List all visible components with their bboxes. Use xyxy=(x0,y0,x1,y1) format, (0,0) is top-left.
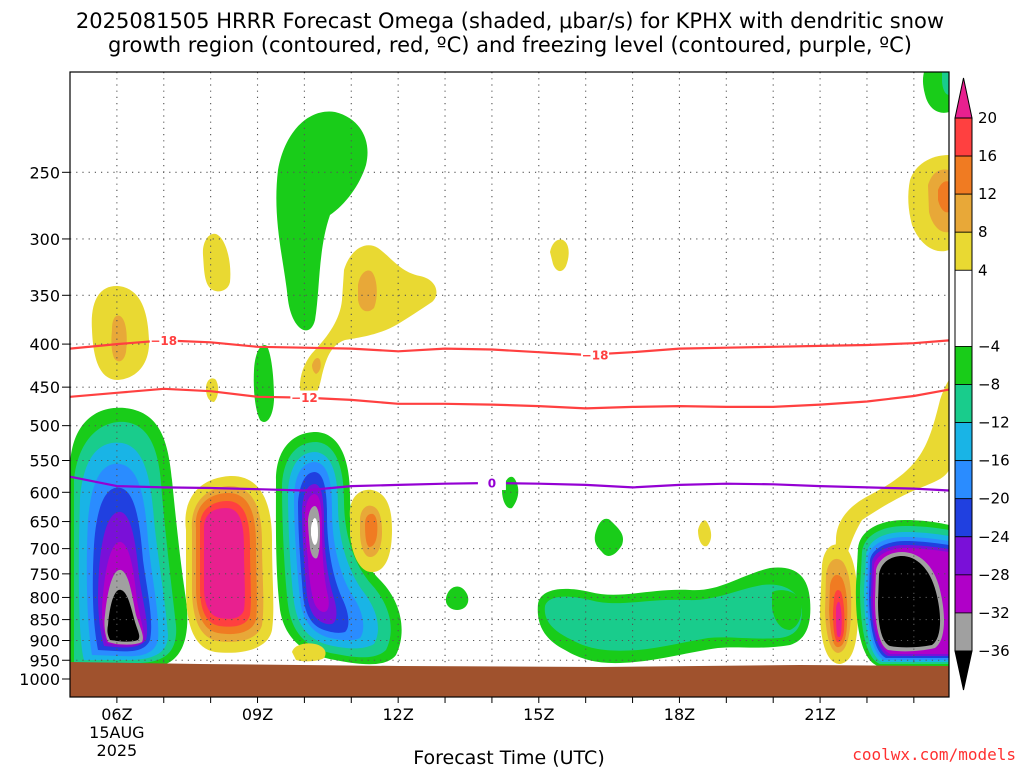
y-tick-label-650: 650 xyxy=(29,513,60,532)
contour-label-bg--18 xyxy=(581,347,610,362)
omega-region-16z xyxy=(594,518,624,556)
omega-region-15z-upper xyxy=(550,239,569,272)
colorbar-tick-2: 12 xyxy=(978,185,997,203)
x-tick-label-15z: 15Z xyxy=(523,705,554,724)
x-axis-label: Forecast Time (UTC) xyxy=(413,747,604,768)
colorbar-bin--36--32 xyxy=(954,612,973,652)
site-credit: coolwx.com/models xyxy=(852,745,1016,764)
colorbar-arrow-bottom xyxy=(954,650,973,691)
colorbar-tick-6: −8 xyxy=(978,376,1000,394)
x-tick-label-18z: 18Z xyxy=(664,705,695,724)
contour-label--18: −18 xyxy=(582,348,609,362)
colorbar-tick-11: −28 xyxy=(978,566,1010,584)
contour-label--18: −18 xyxy=(150,334,177,348)
colorbar-tick-8: −16 xyxy=(978,452,1010,470)
omega-region-09z-small xyxy=(202,233,274,422)
plot-frame xyxy=(69,71,950,698)
omega-region-10z xyxy=(275,432,402,665)
x-tick-sublabel-year: 2025 xyxy=(97,741,138,760)
y-tick-label-500: 500 xyxy=(29,417,60,436)
y-tick-label-550: 550 xyxy=(29,451,60,470)
omega-region-14z xyxy=(502,476,519,509)
y-tick-label-800: 800 xyxy=(29,588,60,607)
x-tick-sublabel-date: 15AUG xyxy=(89,723,144,742)
omega-region-13z xyxy=(446,586,469,610)
omega-region-11z-lower xyxy=(349,489,392,573)
x-tick-label-09z: 09Z xyxy=(242,705,273,724)
omega-region-20z-lower-light xyxy=(772,590,802,630)
colorbar-bin--8--4 xyxy=(954,346,973,385)
contour-label-bg--18 xyxy=(149,333,178,348)
contour-line-0 xyxy=(69,475,950,492)
contour-label--12: −12 xyxy=(291,391,318,405)
y-tick-label-850: 850 xyxy=(29,611,60,630)
omega-region-08z xyxy=(185,475,274,653)
omega-region-11z-upper xyxy=(299,245,437,402)
omega-region-06z-lower xyxy=(70,407,188,666)
colorbar-bin--16--12 xyxy=(954,422,973,462)
omega-region-23z-upper xyxy=(908,72,949,252)
omega-colorbar: 20 16 12 8 4 −4 −8 −12 −16 −20 −24 −28 −32 −36 xyxy=(954,77,1010,691)
chart-title-line-2: growth region (contoured, red, ºC) and f… xyxy=(108,33,912,57)
colorbar-bin-8-12 xyxy=(954,193,973,233)
omega-shading xyxy=(70,72,949,666)
colorbar-bin--24--20 xyxy=(954,498,973,538)
omega-region-22z-lower xyxy=(855,520,949,666)
colorbar-tick-4: 4 xyxy=(978,261,988,279)
colorbar-tick-3: 8 xyxy=(978,223,988,241)
x-tick-label-12z: 12Z xyxy=(382,705,413,724)
colorbar-tick-5: −4 xyxy=(978,337,1000,355)
colorbar-bin-4-8 xyxy=(954,231,973,271)
colorbar-tick-0: 20 xyxy=(978,109,997,127)
omega-region-15z-20z-lower xyxy=(537,567,811,664)
y-axis-pressure: 2503003504004505005506006507007508008509… xyxy=(19,163,70,689)
contour-label-bg-0 xyxy=(477,476,506,491)
colorbar-tick-12: −32 xyxy=(978,604,1010,622)
colorbar-tick-13: −36 xyxy=(978,642,1010,660)
omega-region-18z xyxy=(698,520,712,547)
x-tick-label-06z: 06Z xyxy=(101,705,132,724)
contour-label-0: 0 xyxy=(488,477,496,491)
y-tick-label-700: 700 xyxy=(29,540,60,559)
y-tick-label-300: 300 xyxy=(29,230,60,249)
chart-title-line-1: 2025081505 HRRR Forecast Omega (shaded, … xyxy=(76,9,944,33)
y-tick-label-750: 750 xyxy=(29,565,60,584)
y-tick-label-600: 600 xyxy=(29,483,60,502)
y-tick-label-450: 450 xyxy=(29,378,60,397)
ground-surface xyxy=(70,662,949,697)
colorbar-tick-9: −20 xyxy=(978,490,1010,508)
colorbar-bin--12--8 xyxy=(954,384,973,423)
colorbar-tick-7: −12 xyxy=(978,414,1010,432)
omega-region-06z-upper xyxy=(91,285,150,380)
x-tick-label-21z: 21Z xyxy=(804,705,835,724)
y-tick-label-950: 950 xyxy=(29,651,60,670)
colorbar-arrow-top xyxy=(954,77,973,119)
y-tick-label-1000: 1000 xyxy=(19,670,60,689)
colorbar-bin-16-20 xyxy=(954,117,973,157)
colorbar-bin--32--28 xyxy=(954,574,973,614)
omega-region-09z-upper xyxy=(276,111,368,331)
temperature-contours: −18 −18 −12 0 xyxy=(69,333,950,492)
contour-line--12 xyxy=(69,387,950,410)
colorbar-tick-1: 16 xyxy=(978,147,997,165)
colorbar-tick-10: −24 xyxy=(978,528,1010,546)
colorbar-bin--28--24 xyxy=(954,536,973,576)
colorbar-bin--4-4 xyxy=(954,269,973,347)
contour-label-bg--12 xyxy=(290,390,319,405)
contour-line--18 xyxy=(69,339,950,356)
y-tick-label-350: 350 xyxy=(29,286,60,305)
colorbar-frame xyxy=(954,117,973,652)
y-tick-label-250: 250 xyxy=(29,163,60,182)
colorbar-bin-12-16 xyxy=(954,155,973,195)
y-tick-label-900: 900 xyxy=(29,631,60,650)
colorbar-bin--20--16 xyxy=(954,460,973,500)
y-tick-label-400: 400 xyxy=(29,335,60,354)
plot-area: −18 −18 −12 0 xyxy=(69,71,950,698)
omega-region-21z-right xyxy=(820,380,949,664)
